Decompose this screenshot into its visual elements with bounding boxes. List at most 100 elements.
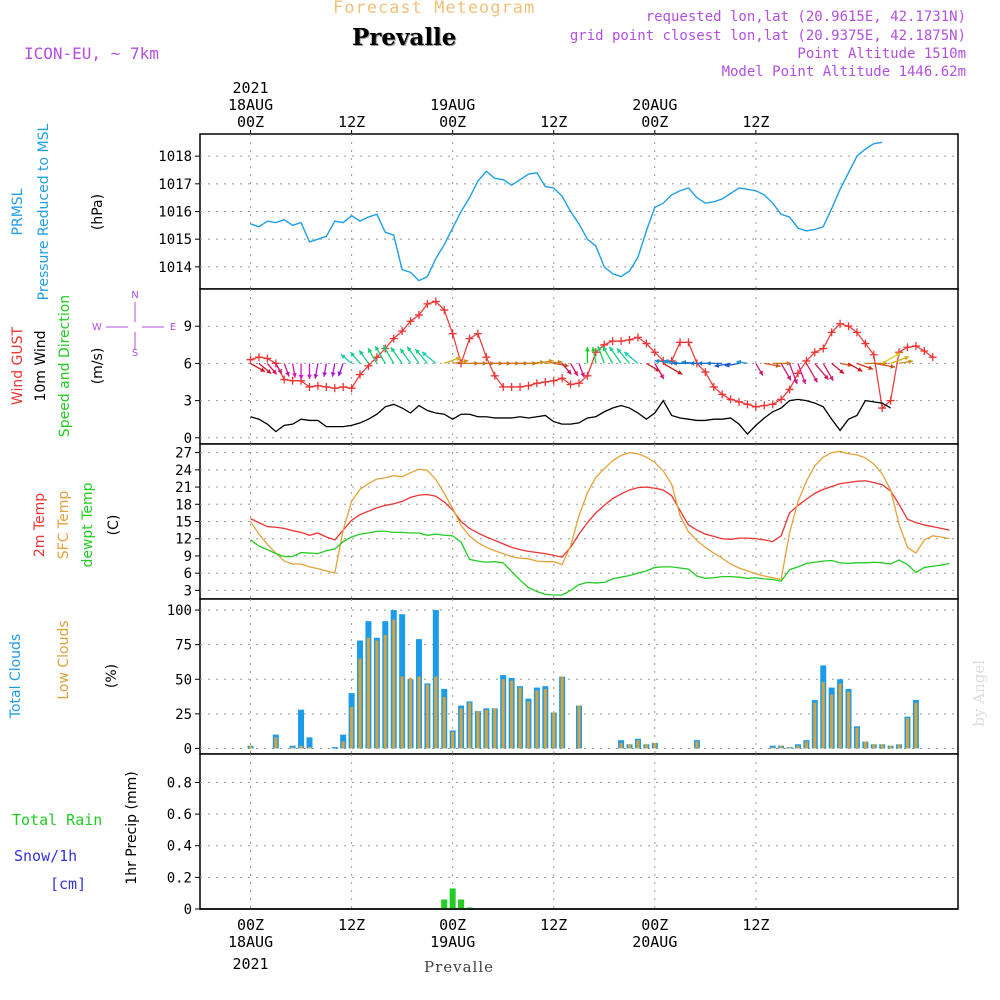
- wind-arrow-head: [330, 372, 336, 377]
- gust-point: [751, 402, 760, 411]
- wind-arrow-head: [857, 367, 863, 372]
- gust-point: [389, 334, 398, 343]
- y-tick-label: 15: [175, 515, 192, 531]
- low-cloud-bar: [695, 741, 699, 749]
- wind-arrow-head: [573, 370, 578, 376]
- gust-point: [878, 404, 887, 413]
- time-tick-label-top: 12Z: [742, 113, 769, 131]
- low-cloud-bar: [779, 745, 783, 749]
- gust-point: [465, 334, 474, 343]
- time-tick-label-top: 00Z: [641, 113, 668, 131]
- time-tick-label-bottom: 00Z: [439, 916, 466, 934]
- gust-point: [473, 329, 482, 338]
- gust-point: [709, 382, 718, 391]
- gust-point: [701, 368, 710, 377]
- wind-arrow-head: [422, 351, 427, 357]
- wind-arrow-head: [775, 363, 781, 368]
- wind-arrow-head: [580, 372, 585, 378]
- wind-title: 10m Wind: [33, 330, 49, 401]
- low-cloud-bar: [838, 683, 842, 749]
- station-name: Prevalle: [352, 24, 457, 51]
- gust-title: Wind GUST: [10, 326, 26, 405]
- date-label-top: 20AUG: [632, 96, 677, 114]
- wind-arrow-head: [672, 361, 677, 366]
- wind-arrow-head: [602, 346, 608, 352]
- time-tick-label-top: 12Z: [540, 113, 567, 131]
- low-cloud-bar: [459, 708, 463, 749]
- wind-arrow-head: [724, 362, 730, 368]
- gust-point: [852, 328, 861, 337]
- compass-e: E: [170, 322, 176, 333]
- year-label-top: 2021: [232, 79, 268, 97]
- gust-point: [684, 338, 693, 347]
- y-tick-label: 1017: [158, 177, 192, 193]
- gust-point: [920, 347, 929, 355]
- gust-point: [482, 353, 491, 362]
- date-label-bottom: 18AUG: [228, 933, 273, 951]
- low-cloud-bar: [484, 709, 488, 749]
- wind-arrow-head: [260, 367, 266, 372]
- y-tick-label: 27: [175, 446, 192, 462]
- y-tick-label: 50: [175, 672, 192, 688]
- y-tick-label: 3: [184, 394, 192, 410]
- compass-n: N: [131, 290, 138, 301]
- wind-arrow-head: [266, 369, 272, 374]
- gust-point: [406, 317, 415, 326]
- low-cloud-bar: [636, 740, 640, 749]
- gust-point: [398, 327, 407, 336]
- wind-arrow-head: [557, 359, 563, 365]
- total-cloud-bar: [769, 745, 776, 749]
- time-tick-label-bottom: 00Z: [237, 916, 264, 934]
- gust-point: [532, 379, 541, 388]
- date-label-bottom: 20AUG: [632, 933, 677, 951]
- wind-arrow-head: [786, 375, 791, 381]
- gust-point: [490, 371, 499, 380]
- gust-point: [819, 344, 828, 353]
- gust-point: [372, 353, 381, 362]
- time-tick-label-bottom: 00Z: [641, 916, 668, 934]
- low-cloud-bar: [451, 731, 455, 749]
- wind-arrow-head: [624, 351, 630, 357]
- gust-point: [499, 382, 508, 391]
- time-tick-label-top: 00Z: [237, 113, 264, 131]
- footer-station: Prevalle: [424, 958, 495, 976]
- wind-arrow-head: [463, 359, 469, 364]
- low-cloud-bar: [409, 677, 413, 749]
- wind-arrow-head: [714, 363, 720, 368]
- y-tick-label: 3: [184, 583, 192, 599]
- gust-point: [591, 348, 600, 357]
- compass-s: S: [132, 348, 138, 359]
- dewpoint-line: [250, 530, 950, 596]
- low-cloud-bar: [543, 688, 547, 749]
- gust-point: [676, 338, 685, 347]
- compass-w: W: [92, 322, 102, 333]
- wind-arrow-head: [697, 361, 703, 366]
- low-cloud-bar: [341, 741, 345, 749]
- wind-arrow-head: [616, 348, 622, 354]
- y-tick-label: 9: [184, 319, 192, 335]
- wind-arrow-head: [677, 370, 683, 375]
- wind-arrow-head: [904, 355, 910, 361]
- gust-point: [356, 370, 365, 379]
- low-cloud-bar: [804, 741, 808, 749]
- pressure-title-2: Pressure Reduced to MSL: [36, 123, 52, 300]
- gust-point: [869, 350, 878, 359]
- gust-point: [810, 348, 819, 357]
- low-cloud-bar: [914, 702, 918, 749]
- wind-arrow-head: [591, 346, 597, 352]
- low-cloud-bar: [821, 682, 825, 749]
- wind-arrow-head: [337, 371, 343, 377]
- gust-line: [250, 300, 934, 410]
- y-tick-label: 25: [175, 707, 192, 723]
- time-tick-label-top: 00Z: [439, 113, 466, 131]
- low-cloud-bar: [518, 687, 522, 749]
- temp-unit: (C): [106, 515, 122, 536]
- wind-speed-line: [250, 398, 891, 436]
- wind-arrow-head: [659, 373, 664, 379]
- low-cloud-bar: [771, 747, 775, 749]
- snow-title: Snow/1h: [14, 847, 77, 865]
- y-tick-label: 18: [175, 497, 192, 513]
- wind-unit: (m/s): [90, 348, 106, 385]
- gust-point: [768, 400, 777, 409]
